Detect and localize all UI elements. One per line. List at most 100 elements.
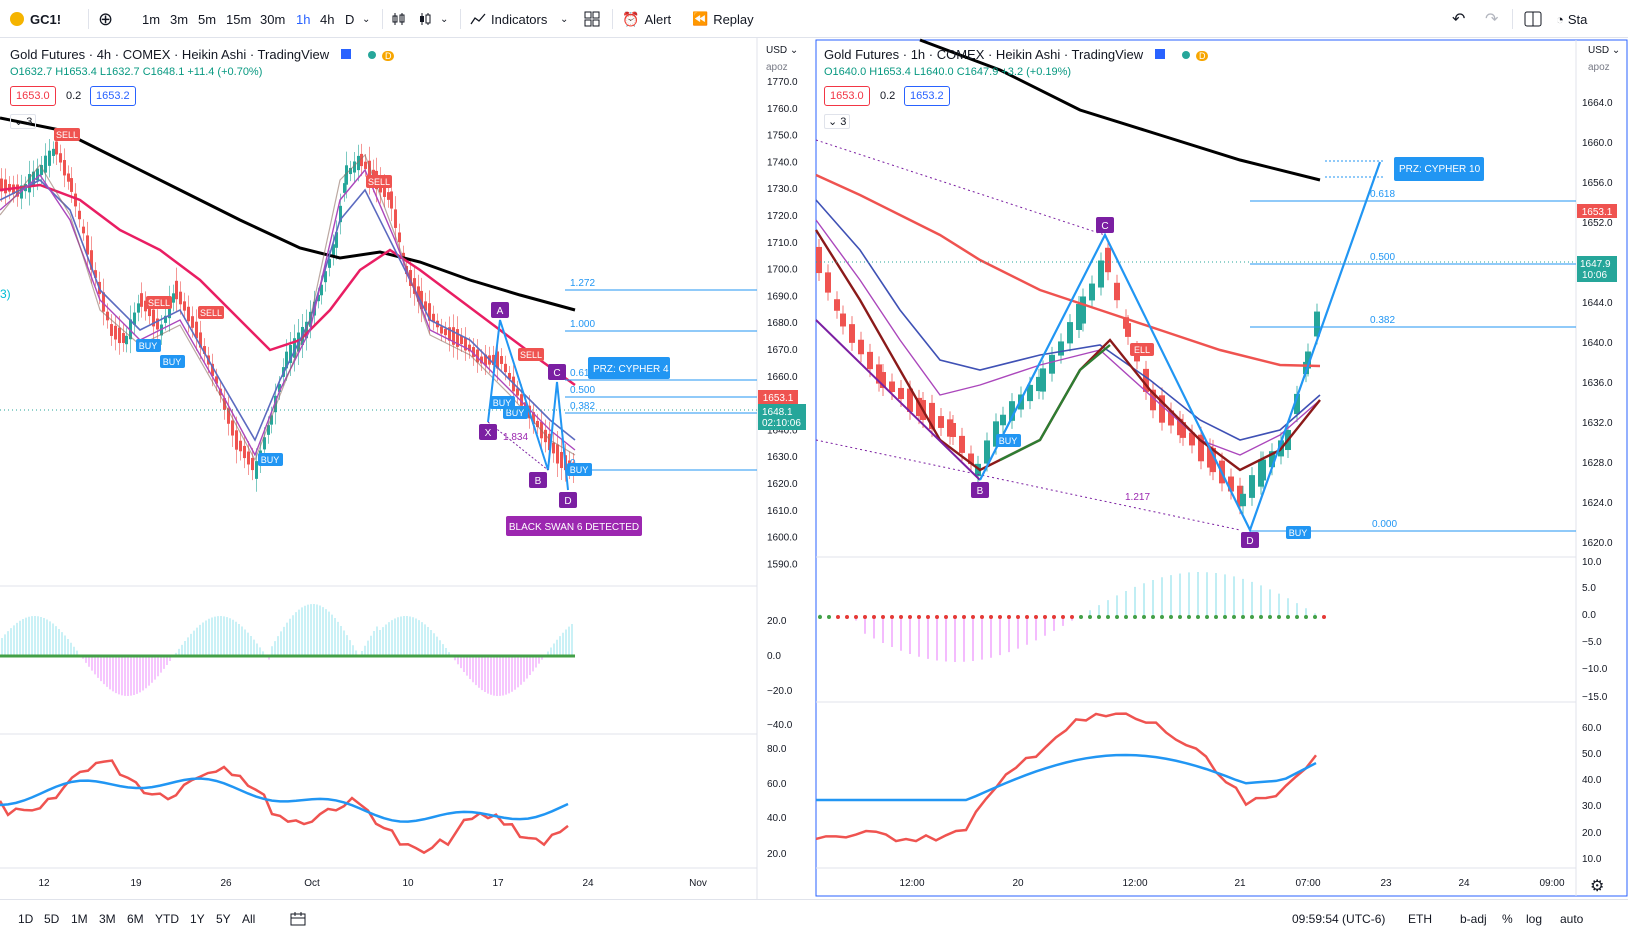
right-osc1-dot [1016,615,1020,619]
replay-button[interactable]: ⏪ Replay [692,0,754,38]
range-5d[interactable]: 5D [44,912,60,926]
interval-30m[interactable]: 30m [260,11,286,27]
range-1d[interactable]: 1D [18,912,34,926]
right-candle [840,313,846,327]
interval-dropdown-icon[interactable]: ⌄ [362,13,371,25]
right-ask-box[interactable]: 1653.2 [904,86,950,106]
interval-15m[interactable]: 15m [226,11,252,27]
left-candle [383,184,386,197]
symbol-search[interactable]: GC1! [10,0,61,38]
left-candle [293,338,296,358]
right-osc1-dot [1070,615,1074,619]
range-3m[interactable]: 3M [99,912,116,926]
right-osc1-dot [836,615,840,619]
left-candle [516,388,519,396]
left-pattern-ratio: 1.834 [503,432,528,443]
right-osc2-tick: 20.0 [1582,828,1602,839]
log-toggle[interactable]: log [1526,912,1543,926]
right-candle [834,299,840,311]
right-time-tick: 23 [1380,878,1392,889]
auto-toggle[interactable]: auto [1560,912,1584,926]
left-buy-label: BUY [261,455,280,465]
interval-4h[interactable]: 4h [320,11,335,27]
right-osc1-dot [953,615,957,619]
layout-grid-icon[interactable] [584,0,600,38]
left-candle [448,327,451,341]
right-candle [1067,322,1073,344]
right-osc1-tick: 0.0 [1582,610,1596,621]
left-last-red-tag [758,390,798,404]
right-time-tick: 20 [1012,878,1024,889]
left-candle [118,327,121,344]
range-all[interactable]: All [242,912,256,926]
clock[interactable]: 09:59:54 (UTC-6) [1292,912,1386,926]
right-osc1-dot [1151,615,1155,619]
left-ask-box[interactable]: 1653.2 [90,86,136,106]
right-currency[interactable]: USD ⌄ [1588,45,1621,56]
redo-icon[interactable]: ↷ [1485,11,1499,28]
indicators-button[interactable]: Indicators [470,0,547,38]
right-scale-mode[interactable]: apoz [1588,62,1610,73]
compare-add-icon[interactable]: ⊕ [98,8,114,29]
right-osc1-dot [827,615,831,619]
percent-toggle[interactable]: % [1502,912,1513,926]
left-candle [52,148,55,156]
right-point-d-badge [1241,532,1259,548]
interval-d[interactable]: D [345,11,355,27]
date-range-icon[interactable] [290,900,306,938]
right-candle [1143,368,1149,392]
right-osc1-dot [1025,615,1029,619]
range-5y[interactable]: 5Y [216,912,231,926]
right-candle [1260,459,1266,481]
left-legend-toggle[interactable]: ⌄ 3 [10,114,37,129]
right-candle [849,324,855,343]
chart-settings-gear-icon[interactable]: ⚙ [1590,878,1605,895]
layout-split-icon[interactable] [1524,0,1542,38]
right-bid-box[interactable]: 1653.0 [824,86,870,106]
session-toggle[interactable]: ETH [1408,912,1432,926]
right-legend-toggle[interactable]: ⌄ 3 [824,114,851,129]
right-candle [1210,447,1216,473]
right-candle [968,453,974,465]
left-currency[interactable]: USD ⌄ [766,45,799,56]
left-bid-box[interactable]: 1653.0 [10,86,56,106]
interval-3m[interactable]: 3m [170,11,189,27]
left-candle [164,315,167,323]
range-6m[interactable]: 6M [127,912,144,926]
right-price-tick: 1644.0 [1582,298,1613,309]
left-candle [332,244,335,256]
settings-button[interactable]: ◔ Sta [1556,0,1587,38]
right-osc1-dot [1142,615,1146,619]
undo-icon[interactable]: ↶ [1452,11,1466,28]
left-ma-faster [0,168,576,457]
right-buy-label: BUY [1289,528,1308,538]
left-candle [504,363,507,373]
range-ytd[interactable]: YTD [155,912,179,926]
left-candle [195,321,198,339]
left-ma-fast [0,179,576,442]
indicators-icon [470,13,486,25]
alarm-clock-icon: ⏰ [622,10,640,27]
left-candle [536,420,539,428]
left-status-dot [368,51,377,59]
interval-5m[interactable]: 5m [198,11,217,27]
left-osc2-tick: 80.0 [767,744,787,755]
range-1m[interactable]: 1M [71,912,88,926]
alert-button[interactable]: ⏰ Alert [622,0,671,38]
interval-1h[interactable]: 1h [296,11,311,27]
left-candle [289,344,292,364]
right-candle [1076,304,1082,330]
right-candle [816,246,822,274]
bar-style-icon[interactable] [392,0,406,38]
left-sell-label: SELL [200,308,222,318]
left-scale-mode[interactable]: apoz [766,62,788,73]
indicators-dropdown-icon[interactable]: ⌄ [560,13,569,25]
adjustment-toggle[interactable]: b-adj [1460,912,1487,926]
chart-type-dropdown-icon[interactable]: ⌄ [440,13,449,25]
right-candle [1009,401,1015,421]
candles-icon[interactable] [418,0,432,38]
range-1y[interactable]: 1Y [190,912,205,926]
interval-1m[interactable]: 1m [142,11,161,27]
right-candle [1305,351,1311,369]
